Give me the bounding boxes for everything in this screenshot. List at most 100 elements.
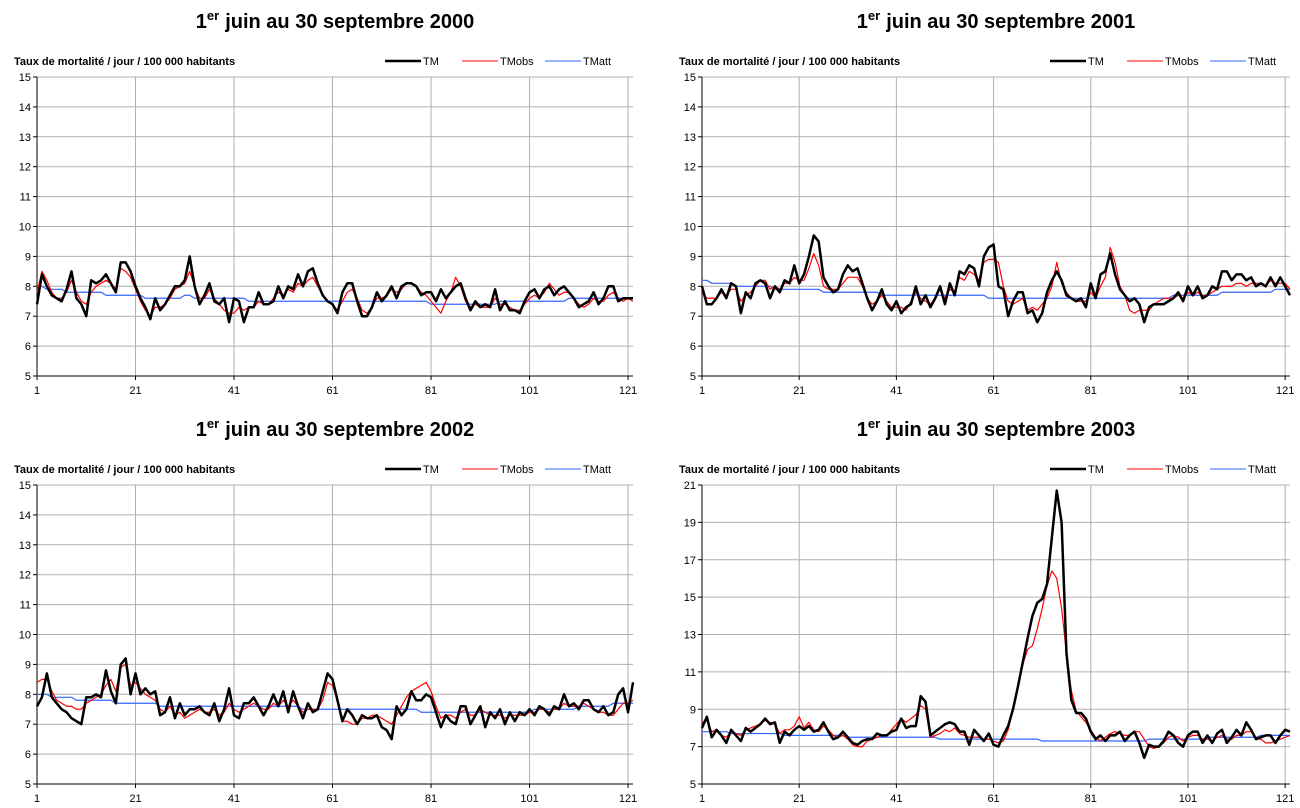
y-tick-label: 14 bbox=[684, 102, 696, 114]
chart-title: 1er juin au 30 septembre 2003 bbox=[857, 416, 1135, 441]
series-line bbox=[702, 731, 1290, 742]
y-tick-label: 15 bbox=[19, 72, 31, 84]
title-text: juin au 30 septembre 2002 bbox=[224, 419, 474, 441]
y-tick-label: 12 bbox=[19, 570, 31, 582]
x-tick-label: 41 bbox=[228, 385, 240, 397]
y-tick-label: 11 bbox=[685, 667, 696, 679]
y-tick-label: 8 bbox=[690, 281, 696, 293]
legend-label: TM bbox=[1088, 464, 1104, 476]
x-tick-label: 61 bbox=[326, 385, 338, 397]
y-tick-label: 9 bbox=[25, 659, 31, 671]
title-text: juin au 30 septembre 2003 bbox=[885, 419, 1135, 441]
y-tick-label: 14 bbox=[19, 510, 31, 522]
y-tick-label: 10 bbox=[684, 222, 696, 234]
x-tick-label: 1 bbox=[34, 793, 40, 805]
y-tick-label: 14 bbox=[19, 102, 31, 114]
x-tick-label: 1 bbox=[34, 385, 40, 397]
x-tick-label: 21 bbox=[129, 385, 141, 397]
x-tick-label: 101 bbox=[1179, 385, 1197, 397]
x-tick-label: 121 bbox=[1276, 793, 1294, 805]
x-tick-label: 41 bbox=[890, 793, 902, 805]
x-tick-label: 61 bbox=[987, 385, 999, 397]
y-tick-label: 7 bbox=[25, 311, 31, 323]
x-tick-label: 121 bbox=[619, 385, 637, 397]
title-text: juin au 30 septembre 2000 bbox=[224, 11, 474, 33]
series-line bbox=[35, 657, 635, 741]
title-superscript: er bbox=[207, 8, 219, 23]
x-tick-label: 101 bbox=[520, 793, 538, 805]
y-tick-label: 9 bbox=[690, 251, 696, 263]
legend-label: TM bbox=[1088, 56, 1104, 68]
y-tick-label: 13 bbox=[684, 132, 696, 144]
x-tick-label: 41 bbox=[228, 793, 240, 805]
y-tick-label: 12 bbox=[684, 162, 696, 174]
y-tick-label: 10 bbox=[19, 630, 31, 642]
x-tick-label: 121 bbox=[1276, 385, 1294, 397]
y-tick-label: 12 bbox=[19, 162, 31, 174]
x-tick-label: 121 bbox=[619, 793, 637, 805]
x-tick-label: 101 bbox=[1179, 793, 1197, 805]
legend-label: TM bbox=[423, 56, 439, 68]
y-tick-label: 11 bbox=[20, 600, 31, 612]
x-tick-label: 61 bbox=[987, 793, 999, 805]
chart-title: 1er juin au 30 septembre 2001 bbox=[857, 8, 1135, 33]
y-tick-label: 17 bbox=[684, 555, 696, 567]
y-axis-label: Taux de mortalité / jour / 100 000 habit… bbox=[679, 56, 900, 68]
y-tick-label: 15 bbox=[684, 72, 696, 84]
y-tick-label: 15 bbox=[684, 592, 696, 604]
series-line bbox=[700, 234, 1292, 324]
y-tick-label: 11 bbox=[685, 192, 696, 204]
y-axis-label: Taux de mortalité / jour / 100 000 habit… bbox=[679, 464, 900, 476]
y-tick-label: 13 bbox=[19, 540, 31, 552]
y-tick-label: 15 bbox=[19, 480, 31, 492]
y-tick-label: 9 bbox=[690, 704, 696, 716]
x-tick-label: 81 bbox=[1085, 385, 1097, 397]
legend-label: TMobs bbox=[500, 56, 534, 68]
y-tick-label: 9 bbox=[25, 251, 31, 263]
legend-label: TM bbox=[423, 464, 439, 476]
x-tick-label: 81 bbox=[425, 793, 437, 805]
legend-label: TMatt bbox=[1248, 464, 1276, 476]
legend-label: TMobs bbox=[500, 464, 534, 476]
y-tick-label: 5 bbox=[690, 371, 696, 383]
title-text: juin au 30 septembre 2001 bbox=[885, 11, 1135, 33]
y-tick-label: 10 bbox=[19, 222, 31, 234]
title-superscript: er bbox=[207, 416, 219, 431]
x-tick-label: 1 bbox=[699, 385, 705, 397]
y-tick-label: 5 bbox=[25, 371, 31, 383]
legend-label: TMobs bbox=[1165, 56, 1199, 68]
y-tick-label: 8 bbox=[25, 281, 31, 293]
y-tick-label: 6 bbox=[25, 749, 31, 761]
y-axis-label: Taux de mortalité / jour / 100 000 habit… bbox=[14, 56, 235, 68]
x-tick-label: 21 bbox=[793, 385, 805, 397]
legend-label: TMatt bbox=[583, 56, 611, 68]
x-tick-label: 21 bbox=[129, 793, 141, 805]
chart-title: 1er juin au 30 septembre 2002 bbox=[196, 416, 474, 441]
series-line bbox=[37, 285, 633, 305]
series-line bbox=[35, 255, 633, 324]
x-tick-label: 61 bbox=[326, 793, 338, 805]
y-tick-label: 5 bbox=[25, 779, 31, 791]
y-tick-label: 7 bbox=[690, 311, 696, 323]
series-line bbox=[700, 489, 1291, 760]
x-tick-label: 81 bbox=[1085, 793, 1097, 805]
y-tick-label: 6 bbox=[690, 341, 696, 353]
y-tick-label: 21 bbox=[684, 480, 696, 492]
title-number: 1 bbox=[857, 11, 868, 33]
y-tick-label: 7 bbox=[690, 742, 696, 754]
x-tick-label: 81 bbox=[425, 385, 437, 397]
y-tick-label: 6 bbox=[25, 341, 31, 353]
x-tick-label: 41 bbox=[890, 385, 902, 397]
title-superscript: er bbox=[868, 416, 880, 431]
title-number: 1 bbox=[196, 11, 207, 33]
y-tick-label: 19 bbox=[684, 517, 696, 529]
legend-label: TMatt bbox=[583, 464, 611, 476]
title-superscript: er bbox=[868, 8, 880, 23]
chart-title: 1er juin au 30 septembre 2000 bbox=[196, 8, 474, 33]
y-tick-label: 8 bbox=[25, 689, 31, 701]
